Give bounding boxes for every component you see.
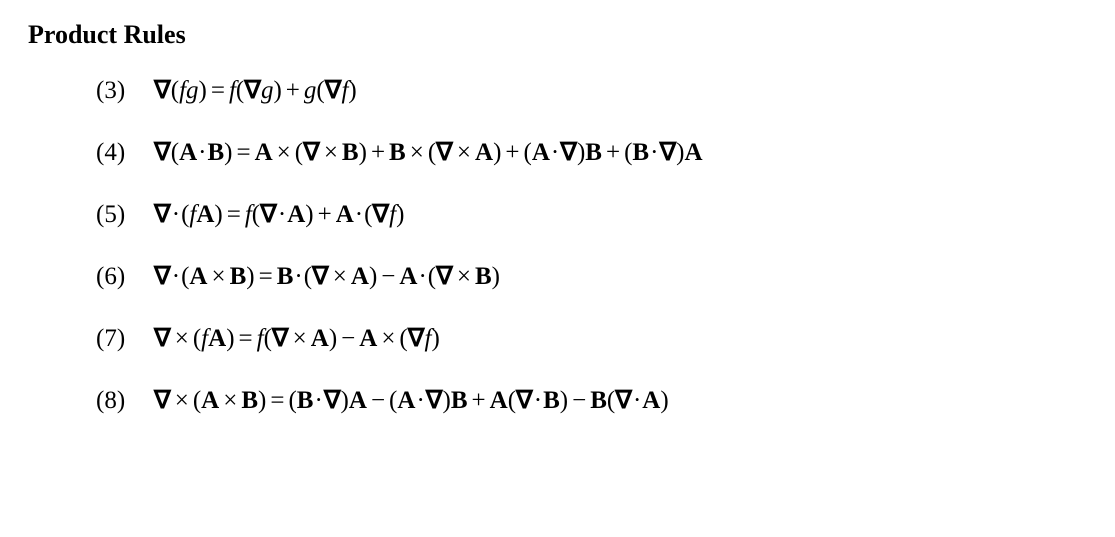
rule-number: (4) xyxy=(96,138,154,168)
rule-number: (3) xyxy=(96,76,154,106)
rule-body: ∇(A·B)=A×(∇×B)+B×(∇×A)+(A·∇)B+(B·∇)A xyxy=(154,138,703,168)
rule-body: ∇×(fA)=f(∇×A)−A×(∇f) xyxy=(154,324,440,354)
rule-body: ∇×(A×B)=(B·∇)A−(A·∇)B+A(∇·B)−B(∇·A) xyxy=(154,386,669,416)
rule-body: ∇(fg)=f(∇g)+g(∇f) xyxy=(154,76,357,106)
page: Product Rules (3) ∇(fg)=f(∇g)+g(∇f) (4) … xyxy=(0,0,1115,468)
rule-number: (6) xyxy=(96,262,154,292)
rule-body: ∇·(fA)=f(∇·A)+A·(∇f) xyxy=(154,200,404,230)
rule-number: (5) xyxy=(96,200,154,230)
rule-row: (5) ∇·(fA)=f(∇·A)+A·(∇f) xyxy=(96,200,1087,230)
section-heading: Product Rules xyxy=(28,20,1087,50)
rule-row: (3) ∇(fg)=f(∇g)+g(∇f) xyxy=(96,76,1087,106)
rule-number: (8) xyxy=(96,386,154,416)
rules-list: (3) ∇(fg)=f(∇g)+g(∇f) (4) ∇(A·B)=A×(∇×B)… xyxy=(28,76,1087,416)
rule-body: ∇·(A×B)=B·(∇×A)−A·(∇×B) xyxy=(154,262,500,292)
rule-row: (6) ∇·(A×B)=B·(∇×A)−A·(∇×B) xyxy=(96,262,1087,292)
rule-row: (8) ∇×(A×B)=(B·∇)A−(A·∇)B+A(∇·B)−B(∇·A) xyxy=(96,386,1087,416)
rule-number: (7) xyxy=(96,324,154,354)
rule-row: (4) ∇(A·B)=A×(∇×B)+B×(∇×A)+(A·∇)B+(B·∇)A xyxy=(96,138,1087,168)
rule-row: (7) ∇×(fA)=f(∇×A)−A×(∇f) xyxy=(96,324,1087,354)
